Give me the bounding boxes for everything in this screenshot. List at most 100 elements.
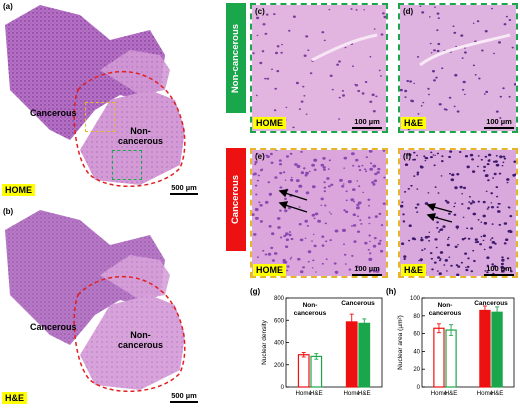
- nucleus: [448, 212, 451, 215]
- nucleus: [283, 234, 287, 238]
- nucleus: [503, 157, 507, 160]
- tag-he-d: H&E: [401, 117, 427, 129]
- nucleus: [357, 201, 362, 205]
- nucleus: [325, 240, 328, 243]
- nucleus: [313, 158, 318, 162]
- nucleus: [404, 191, 407, 193]
- nucleus: [510, 270, 513, 273]
- nucleus: [461, 88, 465, 91]
- nucleus: [329, 74, 333, 78]
- nucleus: [407, 188, 410, 190]
- nucleus: [379, 75, 382, 77]
- nucleus: [467, 257, 470, 260]
- nucleus: [276, 70, 280, 73]
- nucleus: [464, 252, 468, 255]
- nucleus: [439, 258, 442, 260]
- nucleus: [484, 174, 489, 177]
- nucleus: [323, 186, 327, 189]
- nucleus: [456, 228, 459, 230]
- nucleus: [265, 13, 269, 16]
- nucleus: [365, 170, 368, 173]
- nucleus: [436, 12, 440, 15]
- nucleus: [300, 150, 303, 153]
- nucleus: [352, 164, 355, 167]
- nucleus: [264, 253, 268, 256]
- nucleus: [417, 113, 420, 115]
- nucleus: [436, 227, 439, 229]
- chart-panel-letter: (g): [250, 287, 261, 296]
- panel-letter-d: (d): [403, 7, 414, 16]
- nucleus: [472, 64, 475, 67]
- nucleus: [493, 52, 495, 55]
- group-label: Cancerous: [341, 300, 375, 307]
- nucleus: [493, 172, 497, 176]
- nucleus: [437, 192, 440, 194]
- nucleus: [434, 154, 436, 156]
- nucleus: [491, 223, 494, 225]
- y-tick-label: 40: [413, 349, 420, 355]
- nucleus: [404, 96, 407, 98]
- nucleus: [430, 151, 433, 154]
- nucleus: [453, 205, 456, 208]
- nucleus: [290, 237, 294, 241]
- nucleus: [483, 248, 486, 251]
- nucleus: [472, 212, 477, 216]
- panel-c-noncancerous-home: (c) HOME 100 µm: [250, 3, 388, 133]
- nucleus: [470, 227, 474, 230]
- nucleus: [383, 176, 386, 179]
- nucleus: [404, 89, 408, 93]
- nucleus: [435, 246, 438, 249]
- nucleus: [369, 100, 373, 104]
- nucleus: [345, 190, 348, 193]
- nucleus: [470, 270, 474, 273]
- nucleus: [433, 49, 436, 52]
- x-category-label: H&E: [491, 390, 504, 397]
- nucleus: [328, 8, 331, 11]
- x-category-label: Home: [343, 390, 360, 397]
- scale-bar-b: 500 µm: [170, 391, 198, 403]
- nucleus: [279, 163, 282, 166]
- panel-letter-f: (f): [403, 152, 411, 161]
- nucleus: [477, 200, 480, 203]
- nucleus: [313, 244, 317, 248]
- nucleus: [416, 171, 420, 174]
- nucleus: [503, 267, 507, 270]
- nucleus: [491, 206, 494, 209]
- nucleus: [503, 23, 507, 26]
- nucleus: [507, 230, 511, 233]
- nucleus: [461, 57, 464, 59]
- nucleus: [501, 165, 504, 167]
- y-tick-label: 20: [413, 367, 420, 373]
- nucleus: [439, 229, 442, 232]
- nucleus: [333, 262, 337, 265]
- nucleus: [330, 213, 332, 215]
- nucleus: [304, 174, 308, 177]
- panel-a-home-overview: (a) Cancerous Non- cancerous HOME 500 µm: [0, 0, 200, 200]
- nucleus: [323, 190, 326, 193]
- nucleus: [299, 238, 304, 242]
- tissue-section-a: [5, 5, 186, 188]
- bar: [433, 327, 445, 388]
- nucleus: [255, 152, 259, 155]
- nucleus: [466, 165, 470, 169]
- nucleus: [466, 265, 470, 268]
- nucleus: [369, 167, 374, 171]
- x-category-label: Home: [295, 390, 312, 397]
- nucleus: [374, 172, 378, 176]
- nucleus: [508, 95, 511, 98]
- nucleus: [290, 179, 293, 182]
- nucleus: [290, 176, 293, 179]
- nucleus: [284, 209, 288, 213]
- nucleus: [471, 200, 474, 202]
- nucleus: [298, 206, 301, 208]
- nucleus: [469, 153, 474, 157]
- nucleus: [338, 60, 341, 63]
- nucleus: [275, 51, 278, 55]
- nucleus: [449, 150, 453, 153]
- nucleus: [465, 266, 467, 269]
- nucleus: [474, 238, 478, 241]
- nucleus: [495, 163, 500, 167]
- nucleus: [448, 256, 451, 258]
- nucleus: [478, 77, 481, 80]
- nucleus: [369, 240, 371, 243]
